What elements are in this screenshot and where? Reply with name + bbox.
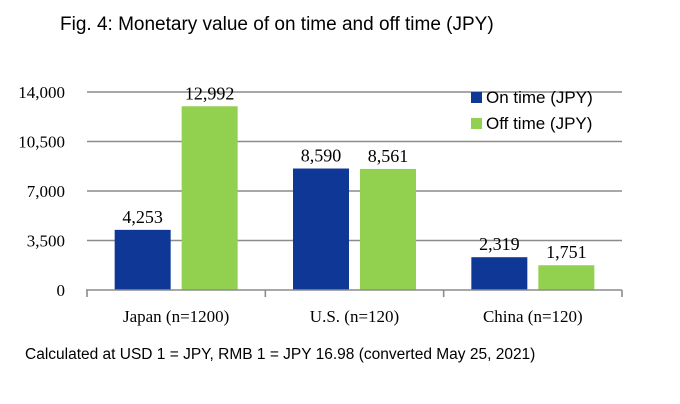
x-category-label: U.S. (n=120) — [310, 307, 399, 326]
y-tick-label: 0 — [57, 281, 66, 300]
legend-label: On time (JPY) — [486, 88, 593, 107]
x-category-label: China (n=120) — [483, 307, 583, 326]
bars — [114, 106, 595, 290]
y-tick-label: 10,500 — [18, 133, 65, 152]
legend-swatch — [471, 92, 482, 103]
bar — [114, 229, 171, 290]
bar — [538, 265, 595, 290]
legend-swatch — [471, 118, 482, 129]
gridlines — [87, 91, 622, 242]
chart-title: Fig. 4: Monetary value of on time and of… — [60, 14, 494, 35]
bar — [293, 168, 349, 290]
data-label: 1,751 — [546, 242, 587, 262]
bar — [181, 106, 238, 290]
y-tick-label: 14,000 — [18, 83, 65, 102]
data-label: 2,319 — [479, 234, 520, 254]
legend: On time (JPY) Off time (JPY) — [471, 88, 593, 133]
data-label: 8,590 — [301, 146, 342, 166]
y-tick-label: 3,500 — [27, 232, 65, 251]
data-label: 4,253 — [122, 207, 163, 227]
footnote: Calculated at USD 1 = JPY, RMB 1 = JPY 1… — [25, 346, 536, 363]
legend-label: Off time (JPY) — [486, 114, 592, 133]
y-tick-label: 7,000 — [27, 182, 65, 201]
bar — [360, 168, 416, 290]
x-category-label: Japan (n=1200) — [123, 307, 229, 326]
data-label: 8,561 — [368, 146, 409, 166]
data-label: 12,992 — [185, 83, 235, 103]
labels: 0 3,500 7,000 10,500 14,000 4,253 12,992 Japan … — [18, 83, 586, 326]
axes — [86, 289, 623, 297]
bar — [471, 257, 528, 290]
